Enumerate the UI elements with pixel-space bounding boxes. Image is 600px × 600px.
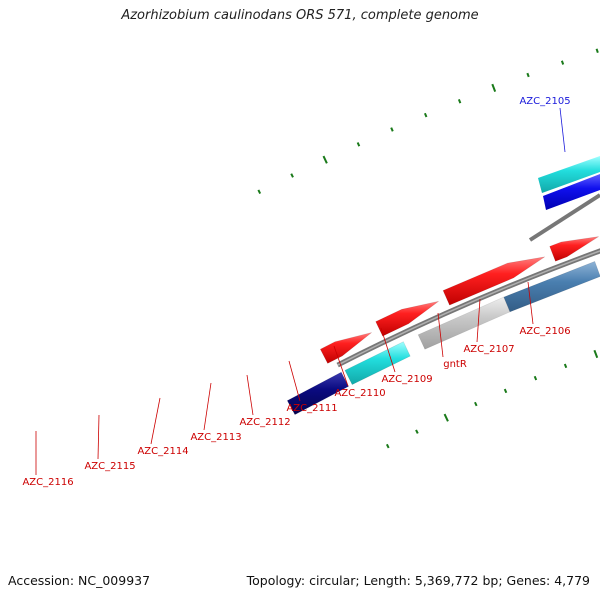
gene-arrow-azc-2113[interactable] <box>503 261 600 313</box>
minor-tick <box>257 189 262 194</box>
inner-minor-tick <box>415 429 419 434</box>
gene-arrow-azc-2115[interactable] <box>344 341 411 385</box>
gene-leader-line <box>437 312 444 358</box>
gene-label[interactable]: AZC_2115 <box>84 461 135 472</box>
gene-label[interactable]: AZC_2106 <box>519 326 570 337</box>
major-tick <box>491 83 497 92</box>
gene-label[interactable]: AZC_2109 <box>381 374 432 385</box>
gene-leader-line <box>559 107 566 153</box>
gene-leader-line <box>246 374 254 416</box>
forward-cds-arrow[interactable] <box>375 300 439 337</box>
labels-layer: AZC_2105 AZC_2106 AZC_2107 gntR AZC_2109 AZC_… <box>22 96 570 488</box>
gene-label[interactable]: AZC_2105 <box>519 96 570 107</box>
gene-leader-line <box>97 414 100 460</box>
gene-label[interactable]: AZC_2112 <box>239 417 290 428</box>
minor-tick <box>457 99 462 104</box>
gene-leader-line <box>203 382 212 431</box>
gene-arrow-azc-2105[interactable] <box>538 156 600 193</box>
blast-hit-segment <box>543 174 600 210</box>
minor-tick <box>526 72 530 78</box>
gene-leader-line <box>288 360 301 402</box>
major-tick <box>322 155 328 164</box>
gene-leader-line <box>333 345 349 387</box>
inner-major-tick <box>443 413 449 422</box>
backbone-layer <box>336 193 600 368</box>
backbone-end <box>528 193 600 242</box>
forward-cds-arrow[interactable] <box>319 332 372 364</box>
gene-label[interactable]: AZC_2113 <box>190 432 241 443</box>
gene-label[interactable]: AZC_2110 <box>334 388 385 399</box>
accession-text: Accession: NC_009937 <box>8 573 151 588</box>
gene-label[interactable]: AZC_2107 <box>463 344 514 355</box>
minor-tick <box>390 127 394 132</box>
inner-minor-tick <box>385 443 390 449</box>
minor-tick <box>290 173 294 178</box>
minor-tick <box>424 112 428 118</box>
inner-minor-tick <box>503 388 508 394</box>
map-title: Azorhizobium caulinodans ORS 571, comple… <box>121 8 479 23</box>
gene-label[interactable]: AZC_2114 <box>137 446 188 457</box>
minor-tick <box>595 48 599 53</box>
backbone-arc <box>336 248 600 368</box>
gene-label[interactable]: AZC_2116 <box>22 477 73 488</box>
gene-label[interactable]: AZC_2111 <box>286 403 337 414</box>
genome-summary-text: Topology: circular; Length: 5,369,772 bp… <box>246 573 590 588</box>
gene-leader-line <box>380 327 396 373</box>
inner-minor-tick <box>474 401 478 407</box>
gene-leader-line <box>150 397 161 445</box>
gene-leader-line <box>476 298 481 343</box>
forward-cds-arrow[interactable] <box>442 256 546 306</box>
inner-minor-tick <box>533 375 538 381</box>
inner-minor-tick <box>563 363 568 369</box>
gene-leader-line <box>527 281 534 325</box>
minor-tick <box>560 60 565 65</box>
forward-cds-arrow[interactable] <box>549 236 599 262</box>
gene-arrow-azc-2116[interactable] <box>286 371 349 416</box>
scale-ticks-layer: 2422 kbp2424 kbp2426 kbp2428 kbp2430 kbp… <box>257 48 599 449</box>
inner-major-tick <box>593 349 599 359</box>
gene-label[interactable]: gntR <box>443 359 467 370</box>
features-layer <box>286 156 600 416</box>
minor-tick <box>356 142 361 147</box>
